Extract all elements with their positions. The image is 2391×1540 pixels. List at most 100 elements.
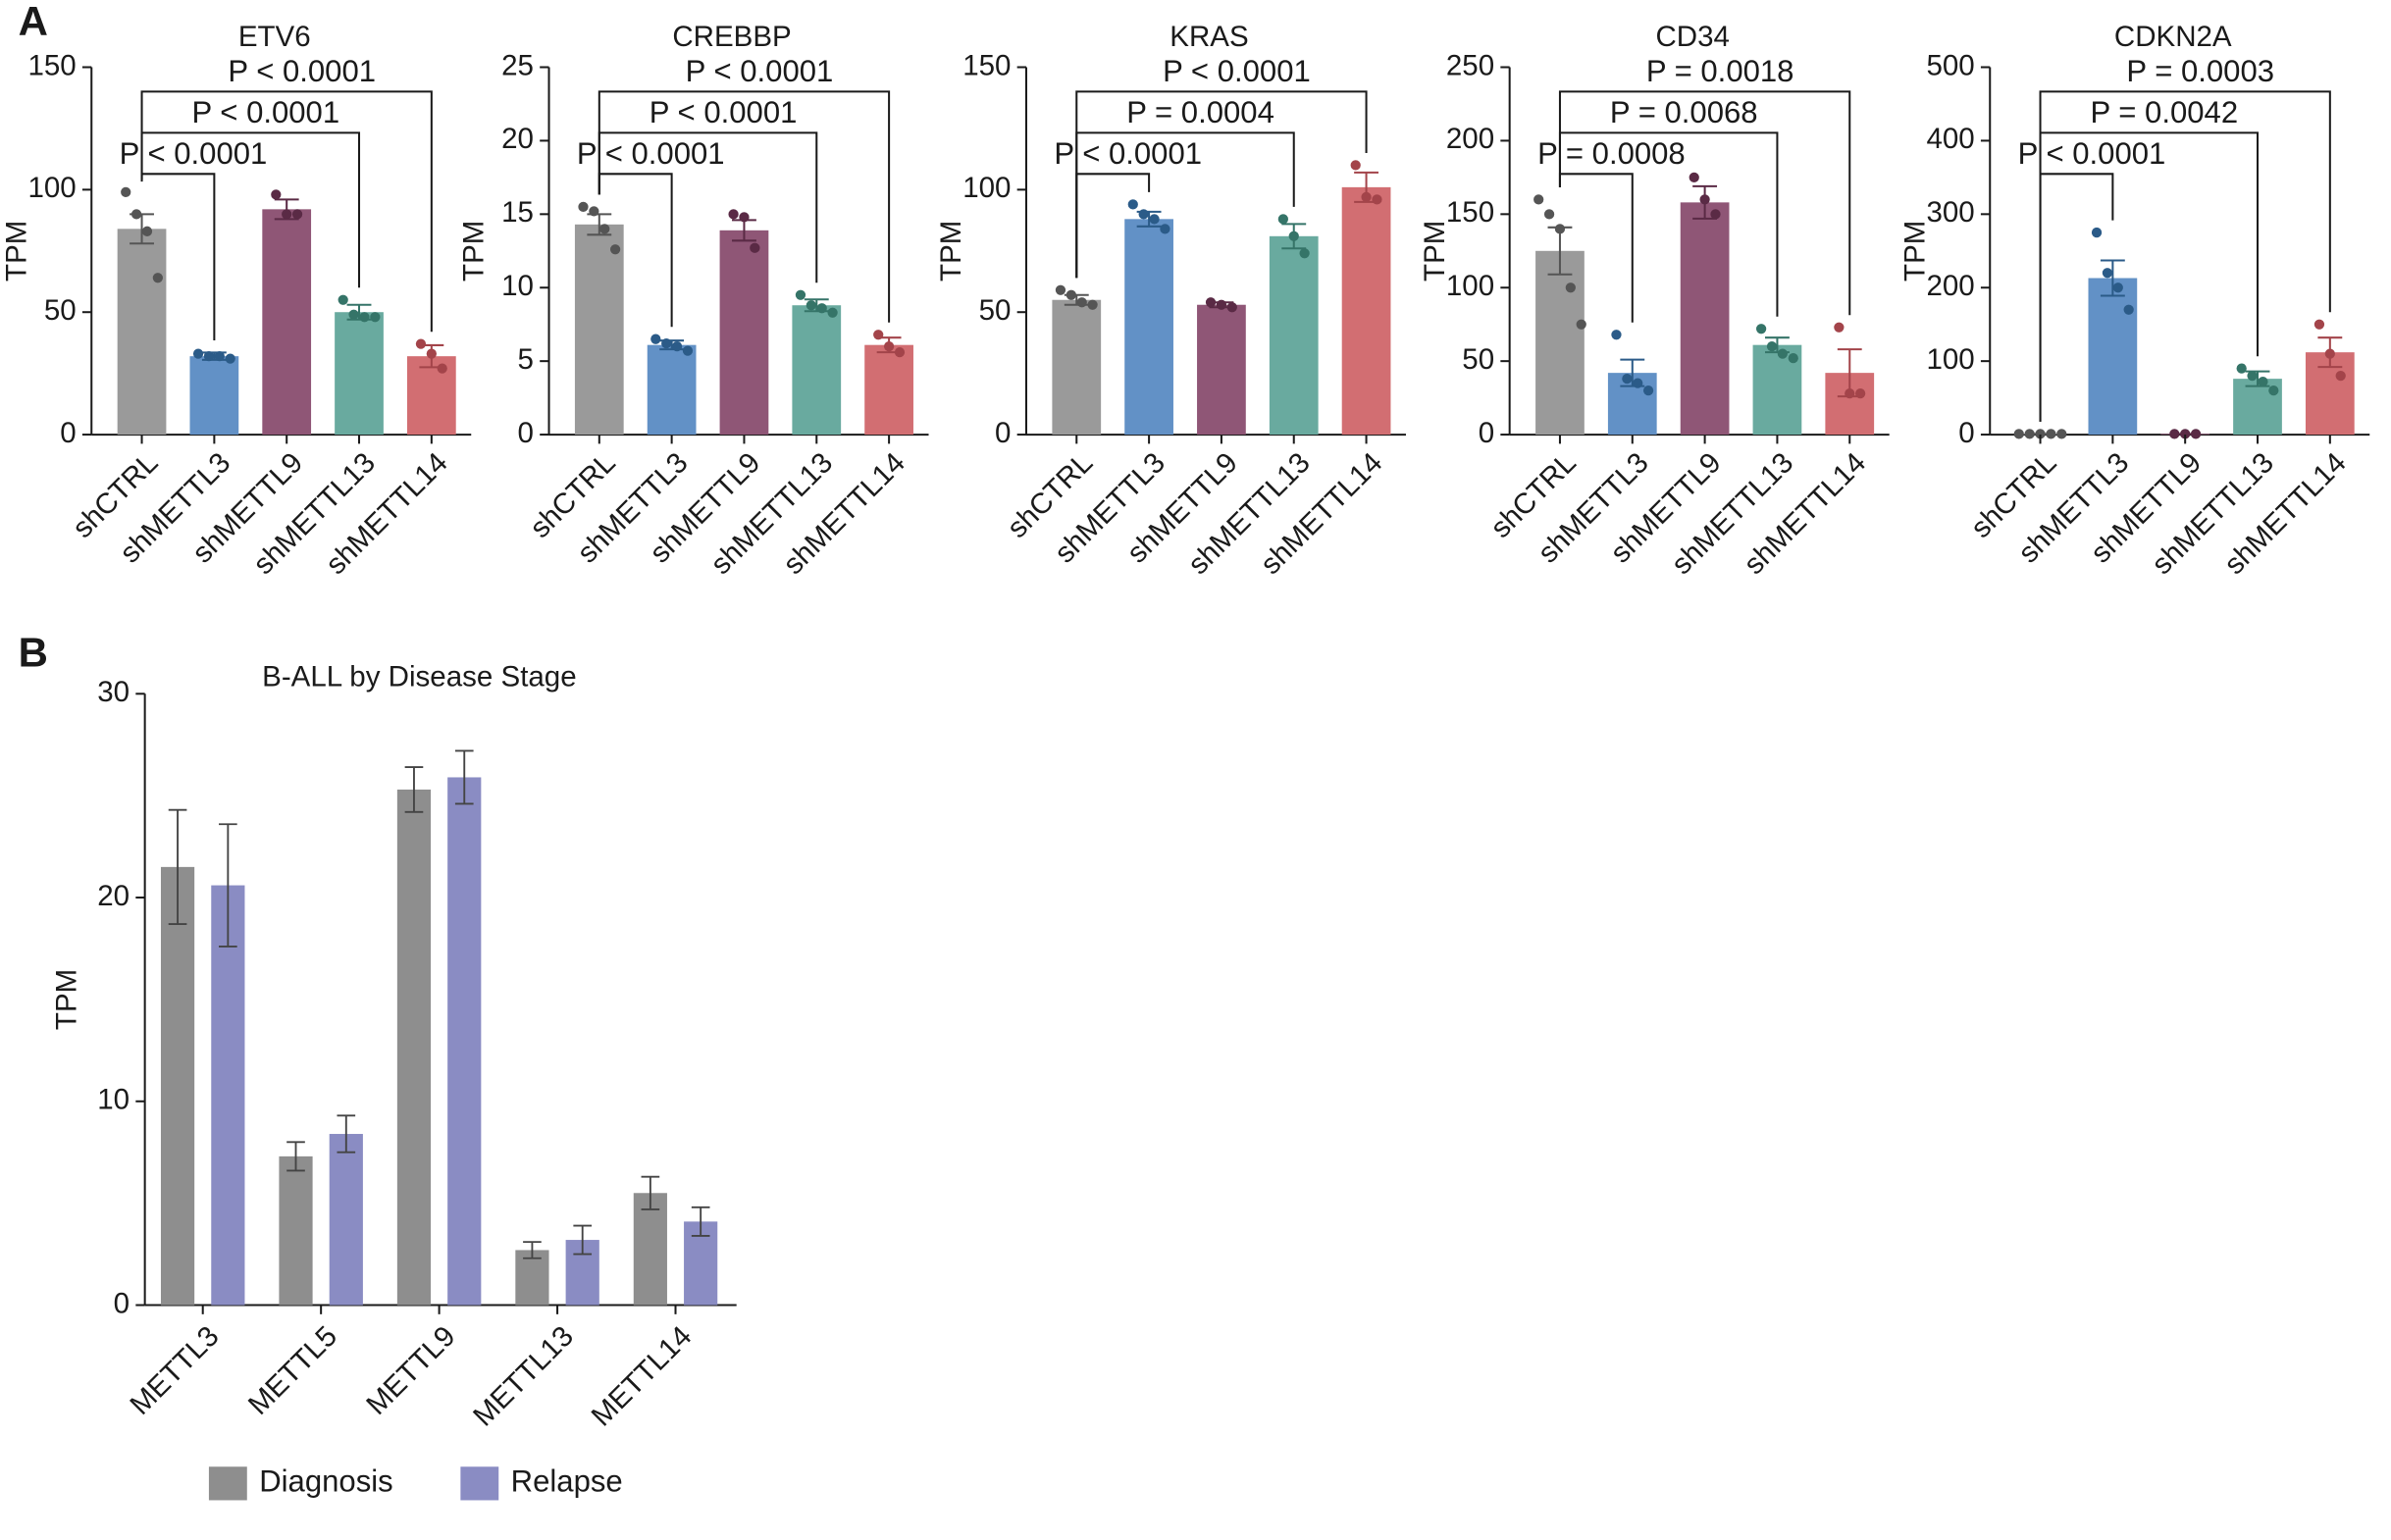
error-bar <box>691 1206 710 1237</box>
p-value-label: P < 0.0001 <box>1054 136 1202 171</box>
data-point <box>578 201 589 212</box>
data-point <box>1622 374 1633 385</box>
y-tick-label: 50 <box>44 294 77 327</box>
y-tick-label: 0 <box>995 417 1011 449</box>
bar <box>647 344 697 436</box>
data-point <box>271 189 282 200</box>
chart-title: CD34 <box>1655 21 1729 53</box>
data-point <box>1226 302 1237 313</box>
data-point <box>1076 297 1087 308</box>
data-point <box>1855 387 1866 399</box>
data-point <box>1205 297 1217 308</box>
significance-bracket <box>598 90 891 323</box>
data-point <box>1710 209 1721 220</box>
data-point <box>348 309 359 320</box>
y-tick-label: 0 <box>60 417 76 449</box>
bar <box>160 866 195 1306</box>
y-tick-label: 150 <box>1446 196 1494 229</box>
error-bar <box>2100 259 2125 297</box>
bar <box>335 312 384 436</box>
data-point <box>2046 429 2056 439</box>
data-point <box>1699 194 1710 205</box>
legend-swatch <box>460 1466 499 1501</box>
data-point <box>1788 353 1798 364</box>
bar <box>633 1193 667 1306</box>
error-bar <box>286 1141 305 1172</box>
panel-label: A <box>19 0 48 44</box>
bar <box>1269 235 1319 436</box>
y-tick-label: 100 <box>1926 343 1974 376</box>
data-point <box>1565 282 1576 293</box>
error-bar <box>337 1114 356 1154</box>
data-point <box>426 348 437 359</box>
data-point <box>214 351 225 362</box>
bar <box>117 229 167 436</box>
data-point <box>795 289 806 300</box>
data-point <box>1845 387 1855 399</box>
y-tick-label: 200 <box>1446 123 1494 155</box>
bar <box>792 305 842 436</box>
data-point <box>1361 191 1372 202</box>
y-tick-label: 50 <box>1462 343 1494 376</box>
data-point <box>1160 224 1170 234</box>
bar <box>1124 219 1173 436</box>
data-point <box>894 347 906 358</box>
error-bar <box>454 749 474 805</box>
data-point <box>2112 282 2123 293</box>
data-point <box>121 186 131 197</box>
significance-bracket <box>2039 131 2260 422</box>
data-point <box>2035 429 2046 439</box>
data-point <box>141 226 153 236</box>
y-axis-label: TPM <box>935 221 967 282</box>
data-point <box>1834 322 1845 333</box>
bar <box>864 344 913 436</box>
bar <box>1052 299 1102 436</box>
p-value-label: P < 0.0001 <box>577 136 725 171</box>
data-point <box>661 338 672 349</box>
data-point <box>2056 429 2067 439</box>
data-point <box>873 330 884 340</box>
bar <box>211 885 245 1306</box>
p-value-label: P = 0.0068 <box>1610 95 1758 129</box>
chart-title: KRAS <box>1170 21 1248 53</box>
data-point <box>1543 209 1555 220</box>
error-bar <box>219 823 237 948</box>
data-point <box>415 338 427 349</box>
p-value-label: P = 0.0003 <box>2126 54 2274 88</box>
y-tick-label: 10 <box>501 270 534 302</box>
data-point <box>1642 385 1654 396</box>
x-tick-label: METTL13 <box>467 1320 580 1433</box>
p-value-label: P < 0.0001 <box>650 95 798 129</box>
data-point <box>1299 248 1310 259</box>
p-value-label: P < 0.0001 <box>2018 136 2166 171</box>
data-point <box>1533 194 1544 205</box>
x-tick-label: METTL9 <box>360 1320 461 1421</box>
p-value-label: P < 0.0001 <box>228 54 376 88</box>
bar <box>279 1155 313 1306</box>
data-point <box>883 341 895 352</box>
significance-bracket <box>1558 90 1851 316</box>
p-value-label: P < 0.0001 <box>191 95 339 129</box>
data-point <box>599 224 610 234</box>
y-axis-label: TPM <box>0 221 32 282</box>
y-axis-label: TPM <box>1898 221 1931 282</box>
y-tick-label: 0 <box>1958 417 1974 449</box>
data-point <box>359 312 370 323</box>
y-tick-label: 500 <box>1926 49 1974 81</box>
y-tick-label: 100 <box>962 172 1011 204</box>
data-point <box>130 209 142 220</box>
bar <box>396 789 432 1306</box>
error-bar <box>168 808 187 925</box>
p-value-label: P < 0.0001 <box>686 54 834 88</box>
chart-title: ETV6 <box>238 21 311 53</box>
bar <box>1535 250 1585 436</box>
data-point <box>1576 319 1586 330</box>
data-point <box>152 273 163 283</box>
data-point <box>609 244 621 255</box>
data-point <box>1138 209 1149 220</box>
error-bar <box>404 766 424 813</box>
data-point <box>370 312 381 323</box>
data-point <box>2091 227 2103 238</box>
